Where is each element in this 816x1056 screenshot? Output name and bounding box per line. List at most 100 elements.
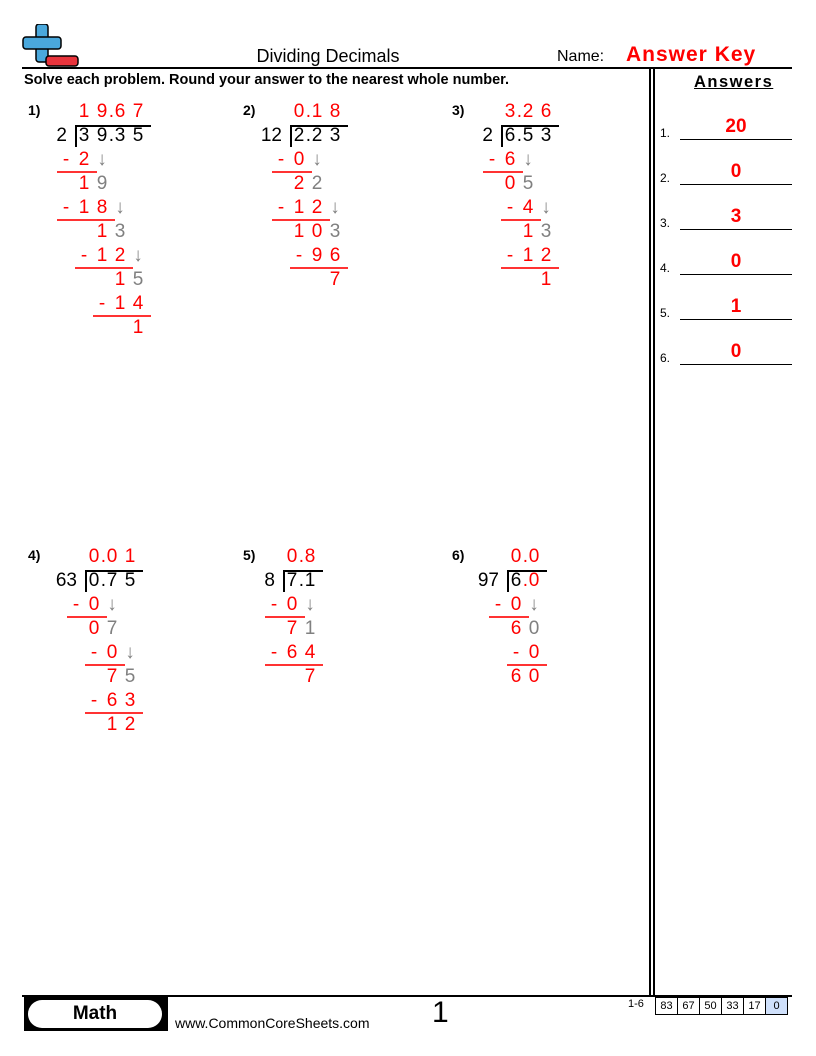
digit: 8 <box>96 197 108 218</box>
answer-value: 3 <box>730 206 742 227</box>
digit <box>57 268 75 292</box>
division-bracket <box>283 570 323 572</box>
work-step: -6 ↓ <box>483 148 537 172</box>
score-range: 1-6 <box>628 998 644 1010</box>
digit <box>85 713 103 737</box>
division-bracket <box>283 570 285 592</box>
answer-value: 1 <box>730 296 742 317</box>
digit: 1 <box>78 101 90 122</box>
digit: 0. <box>88 570 106 591</box>
digit: 2 <box>311 197 323 218</box>
name-value: Answer Key <box>626 43 757 66</box>
digit: 3. <box>504 101 522 122</box>
bring-down-arrow-icon: ↓ <box>107 594 117 615</box>
decimal-point: . <box>108 101 114 122</box>
digit: - <box>295 245 303 266</box>
digit <box>57 100 75 124</box>
divisor: 2 <box>56 125 67 146</box>
divisor: 63 <box>55 570 77 591</box>
digit <box>85 665 103 689</box>
digit: 0. <box>286 546 304 567</box>
decimal-point: . <box>516 125 522 146</box>
work-step: -0 ↓ <box>265 593 319 617</box>
digit <box>272 220 290 244</box>
digit <box>93 268 111 292</box>
answer-number: 3. <box>660 216 671 230</box>
digit <box>483 220 501 244</box>
answer-line <box>680 184 792 185</box>
division-bracket <box>75 125 77 147</box>
answer-number: 6. <box>660 351 671 365</box>
digit: - <box>270 642 278 663</box>
digit <box>489 641 507 665</box>
digit: 2 <box>124 714 136 735</box>
quotient: 0.8 <box>265 545 319 569</box>
subtraction-line <box>265 664 323 666</box>
answer-number: 1. <box>660 126 671 140</box>
work-step: 1 <box>57 316 147 340</box>
decimal-point: . <box>522 546 528 567</box>
digit <box>67 713 85 737</box>
digit: - <box>62 197 70 218</box>
page-number: 1 <box>432 996 449 1029</box>
divisor: 8 <box>264 570 275 591</box>
digit: 0 <box>293 149 305 170</box>
subtraction-line <box>290 267 348 269</box>
answer-number: 5. <box>660 306 671 320</box>
digit <box>75 268 93 292</box>
answer-row: 3. 3 <box>660 206 792 230</box>
answer-value: 0 <box>730 341 742 362</box>
division-bracket <box>290 125 348 127</box>
digit: 3 <box>329 221 341 242</box>
digit: - <box>277 149 285 170</box>
digit: - <box>506 245 514 266</box>
digit: 7 <box>106 570 118 591</box>
footer-divider <box>22 995 792 997</box>
answer-row: 6. 0 <box>660 341 792 365</box>
score-cell: 50 <box>699 997 722 1015</box>
work-step: 7 <box>265 665 319 689</box>
digit <box>283 665 301 689</box>
digit <box>272 268 290 292</box>
digit: 0 <box>106 546 118 567</box>
answer-value: 20 <box>725 116 747 137</box>
digit <box>57 316 75 340</box>
digit: 0 <box>504 173 516 194</box>
bring-down-arrow-icon: ↓ <box>312 149 322 170</box>
subtraction-line <box>483 171 523 173</box>
digit: 6 <box>106 690 118 711</box>
page-title: Dividing Decimals <box>256 46 400 66</box>
digit: 2 <box>114 245 126 266</box>
bring-down-arrow-icon: ↓ <box>133 245 143 266</box>
subject-label: Math <box>28 1000 162 1028</box>
digit <box>501 220 519 244</box>
digit: 0 <box>528 618 540 639</box>
score-cell: 83 <box>655 997 678 1015</box>
digit <box>67 689 85 713</box>
digit <box>265 665 283 689</box>
digit: 0 <box>311 221 323 242</box>
digit: 5 <box>522 125 534 146</box>
answer-value: 0 <box>730 161 742 182</box>
decimal-point: . <box>516 101 522 122</box>
digit: 1 <box>96 221 108 242</box>
digit <box>93 316 111 340</box>
digit: 2 <box>293 173 305 194</box>
site-url: www.CommonCoreSheets.com <box>175 1015 370 1031</box>
digit: 0 <box>528 546 540 567</box>
quotient: 0.0 <box>489 545 543 569</box>
work-step: -0 ↓ <box>67 593 121 617</box>
digit: - <box>277 197 285 218</box>
dividend: 7.1 <box>265 569 319 593</box>
digit: 2 <box>522 101 534 122</box>
division-bracket <box>85 570 143 572</box>
digit: 0 <box>528 642 540 663</box>
digit: - <box>90 642 98 663</box>
digit: 3 <box>78 125 90 146</box>
